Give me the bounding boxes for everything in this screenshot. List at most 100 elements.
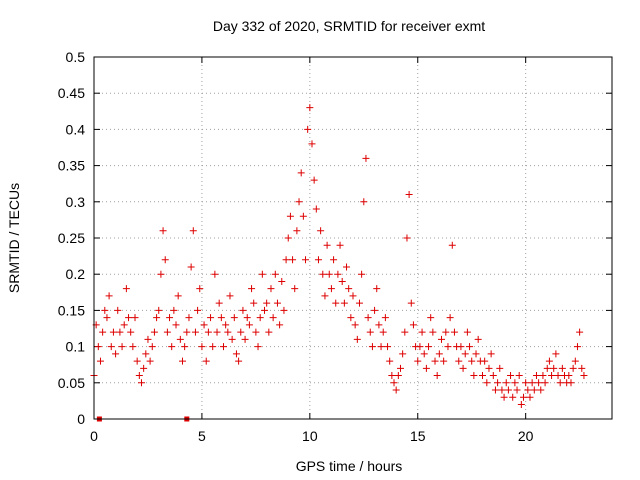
data-point — [213, 328, 221, 336]
data-point — [191, 328, 199, 336]
data-point — [185, 314, 193, 322]
x-axis-label: GPS time / hours — [296, 458, 403, 474]
x-tick-label: 5 — [198, 428, 206, 444]
data-point — [248, 285, 256, 293]
data-point — [360, 198, 368, 206]
data-point — [256, 314, 264, 322]
data-point — [250, 299, 258, 307]
data-point — [297, 169, 305, 177]
data-point — [569, 364, 577, 372]
data-point — [530, 386, 538, 394]
data-point — [517, 401, 525, 409]
data-point — [543, 364, 551, 372]
data-point — [384, 343, 392, 351]
data-point — [433, 372, 441, 380]
data-point — [157, 270, 165, 278]
y-tick-label: 0.1 — [66, 339, 86, 355]
data-point — [358, 270, 366, 278]
data-point — [131, 314, 139, 322]
data-point — [178, 357, 186, 365]
data-point — [545, 357, 553, 365]
data-point — [522, 379, 530, 387]
data-point — [137, 379, 145, 387]
data-point — [347, 314, 355, 322]
data-point — [232, 350, 240, 358]
data-point — [155, 306, 163, 314]
data-point — [168, 343, 176, 351]
data-point — [554, 372, 562, 380]
data-point — [166, 314, 174, 322]
data-point — [446, 314, 454, 322]
data-point — [135, 372, 143, 380]
grid — [94, 57, 612, 419]
data-point — [312, 205, 320, 213]
data-point — [129, 343, 137, 351]
data-point — [455, 357, 463, 365]
data-point — [457, 343, 465, 351]
data-point — [487, 350, 495, 358]
data-point — [308, 140, 316, 148]
data-point — [181, 343, 189, 351]
data-point — [548, 372, 556, 380]
data-point — [323, 241, 331, 249]
data-point — [500, 393, 508, 401]
data-point — [209, 343, 217, 351]
data-point — [194, 306, 202, 314]
data-point — [364, 314, 372, 322]
data-point — [159, 227, 167, 235]
data-point — [200, 321, 208, 329]
data-point — [112, 350, 120, 358]
data-point — [513, 386, 521, 394]
data-point — [265, 328, 273, 336]
data-point — [450, 328, 458, 336]
data-point — [267, 285, 275, 293]
x-tick-label: 0 — [90, 428, 98, 444]
data-point — [520, 393, 528, 401]
data-point — [414, 357, 422, 365]
data-point — [442, 328, 450, 336]
data-point — [127, 328, 135, 336]
data-point — [153, 314, 161, 322]
data-point — [304, 125, 312, 133]
data-point — [103, 314, 111, 322]
data-point — [243, 314, 251, 322]
data-point — [118, 343, 126, 351]
data-point — [271, 270, 279, 278]
data-point — [211, 270, 219, 278]
data-point — [396, 364, 404, 372]
data-point — [371, 306, 379, 314]
data-point — [394, 372, 402, 380]
data-point — [565, 372, 573, 380]
data-point — [224, 328, 232, 336]
data-point — [120, 321, 128, 329]
data-point — [381, 314, 389, 322]
data-point — [552, 350, 560, 358]
data-point — [567, 379, 575, 387]
data-point — [327, 285, 335, 293]
data-point — [282, 256, 290, 264]
axis-ticks: 0 0.05 0.1 0.15 0.2 0.25 0.3 0.35 0.4 0.45 0.5 0 5 10… — [58, 49, 612, 444]
data-point — [399, 350, 407, 358]
data-point — [317, 227, 325, 235]
data-point — [463, 328, 471, 336]
data-point — [526, 393, 534, 401]
data-point — [187, 263, 195, 271]
data-point — [407, 299, 415, 307]
data-point — [144, 335, 152, 343]
data-point — [338, 277, 346, 285]
data-point — [220, 343, 227, 351]
data-point — [558, 364, 566, 372]
data-point — [222, 321, 230, 329]
data-point — [325, 270, 333, 278]
data-point — [511, 379, 519, 387]
y-tick-label: 0.5 — [66, 49, 86, 65]
data-point — [114, 306, 122, 314]
plot-frame — [93, 56, 613, 420]
data-point — [422, 364, 430, 372]
data-point — [556, 379, 564, 387]
data-point — [390, 379, 398, 387]
data-point — [183, 328, 191, 336]
data-point — [509, 393, 517, 401]
data-point — [107, 343, 115, 351]
data-point — [528, 379, 536, 387]
